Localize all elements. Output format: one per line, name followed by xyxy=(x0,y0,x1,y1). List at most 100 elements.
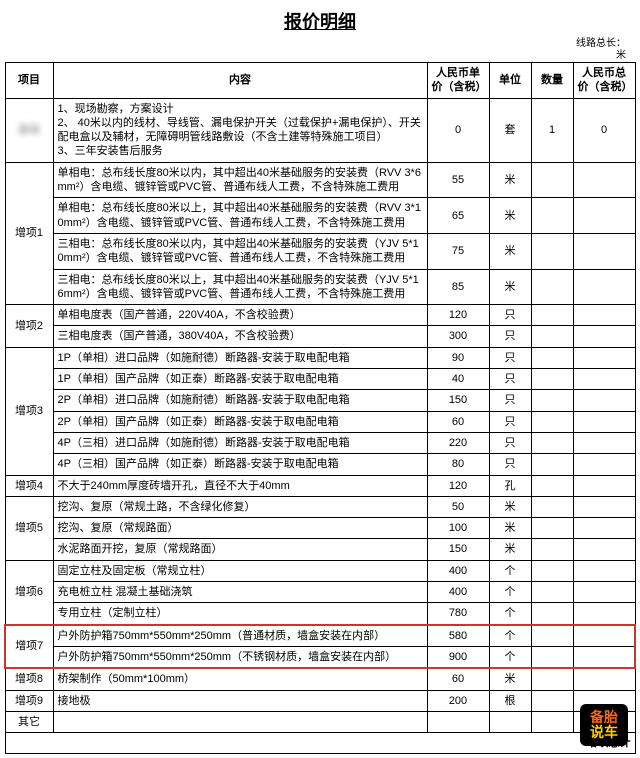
cell-price: 60 xyxy=(427,668,489,690)
cell-unit: 米 xyxy=(489,668,531,690)
cell-price: 120 xyxy=(427,475,489,496)
cell-price: 65 xyxy=(427,198,489,234)
top-right-block: 线路总长： 米 xyxy=(4,38,626,62)
h-content: 内容 xyxy=(53,63,427,99)
h-total: 人民币总价（含税） xyxy=(573,63,635,99)
cell-unit: 只 xyxy=(489,305,531,326)
table-row: 三相电：总布线长度80米以内，其中超出40米基础服务的安装费（YJV 5*10m… xyxy=(5,233,635,269)
cell-project: 增项9 xyxy=(5,690,53,711)
cell-content: 接地极 xyxy=(53,690,427,711)
cell-price: 85 xyxy=(427,269,489,305)
cell-unit: 孔 xyxy=(489,475,531,496)
cell-project: 增项6 xyxy=(5,560,53,624)
table-row: 专用立柱（定制立柱） 780 个 xyxy=(5,603,635,625)
footer-label: 增项总计 xyxy=(5,733,635,754)
cell-content: 户外防护箱750mm*550mm*250mm（普通材质，墙盒安装在内部） xyxy=(53,625,427,647)
cell-price: 50 xyxy=(427,496,489,517)
cell-qty: 1 xyxy=(531,98,573,162)
cell-project: 增项8 xyxy=(5,668,53,690)
cell-price: 780 xyxy=(427,603,489,625)
table-row: 增项5 挖沟、复原（常规土路，不含绿化修复） 50 米 xyxy=(5,496,635,517)
cell-unit: 个 xyxy=(489,603,531,625)
cell-unit: 只 xyxy=(489,432,531,453)
table-row: 增项2 单相电度表（国产普通，220V40A，不含校验费） 120 只 xyxy=(5,305,635,326)
cell-price: 200 xyxy=(427,690,489,711)
cell-unit: 根 xyxy=(489,690,531,711)
cell-price: 75 xyxy=(427,233,489,269)
cell-content: 户外防护箱750mm*550mm*250mm（不锈钢材质，墙盒安装在内部） xyxy=(53,646,427,668)
table-row: 4P（三相）进口品牌（如施耐德）断路器-安装于取电配电箱 220 只 xyxy=(5,432,635,453)
table-row: 增项3 1P（单相）进口品牌（如施耐德）断路器-安装于取电配电箱 90 只 xyxy=(5,347,635,368)
cell-project: 增项3 xyxy=(5,347,53,475)
table-row: 三相电：总布线长度80米以上，其中超出40米基础服务的安装费（YJV 5*16m… xyxy=(5,269,635,305)
cell-price: 60 xyxy=(427,411,489,432)
table-row: 挖沟、复原（常规路面） 100 米 xyxy=(5,518,635,539)
cell-unit: 个 xyxy=(489,646,531,668)
table-row: 单相电：总布线长度80米以上，其中超出40米基础服务的安装费（RVV 3*10m… xyxy=(5,198,635,234)
cell-price: 150 xyxy=(427,390,489,411)
cell-content: 1P（单相）国产品牌（如正泰）断路器-安装于取电配电箱 xyxy=(53,369,427,390)
cell-unit: 只 xyxy=(489,454,531,475)
table-row: 充电桩立柱 混凝土基础浇筑 400 个 xyxy=(5,582,635,603)
cell-unit: 只 xyxy=(489,326,531,347)
cell-price: 400 xyxy=(427,560,489,581)
cell-unit: 米 xyxy=(489,233,531,269)
cell-total xyxy=(573,162,635,198)
cell-content: 三相电：总布线长度80米以上，其中超出40米基础服务的安装费（YJV 5*16m… xyxy=(53,269,427,305)
table-row-highlight: 增项7 户外防护箱750mm*550mm*250mm（普通材质，墙盒安装在内部）… xyxy=(5,625,635,647)
cell-unit: 米 xyxy=(489,269,531,305)
cell-total: 0 xyxy=(573,98,635,162)
cell-unit: 只 xyxy=(489,347,531,368)
cell-project: 增项7 xyxy=(5,625,53,669)
table-row: 1P（单相）国产品牌（如正泰）断路器-安装于取电配电箱 40 只 xyxy=(5,369,635,390)
cell-price: 580 xyxy=(427,625,489,647)
cell-content: 单相电：总布线长度80米以内，其中超出40米基础服务的安装费（RVV 3*6mm… xyxy=(53,162,427,198)
cell-content: 2P（单相）国产品牌（如正泰）断路器-安装于取电配电箱 xyxy=(53,411,427,432)
cell-unit: 米 xyxy=(489,496,531,517)
cell-unit: 套 xyxy=(489,98,531,162)
page-title: 报价明细 xyxy=(4,8,636,34)
table-row: 增项9 接地极 200 根 xyxy=(5,690,635,711)
table-row: 三相电度表（国产普通，380V40A，不含校验费） 300 只 xyxy=(5,326,635,347)
cell-project: 增项1 xyxy=(5,162,53,304)
cell-project: 基础 xyxy=(5,98,53,162)
table-row: 增项6 固定立柱及固定板（常规立柱） 400 个 xyxy=(5,560,635,581)
cell-content: 单相电：总布线长度80米以上，其中超出40米基础服务的安装费（RVV 3*10m… xyxy=(53,198,427,234)
length-label: 线路总长： xyxy=(576,38,626,49)
cell-unit: 只 xyxy=(489,390,531,411)
h-qty: 数量 xyxy=(531,63,573,99)
cell-unit: 个 xyxy=(489,582,531,603)
footer-row: 增项总计 xyxy=(5,733,635,754)
cell-content: 桥架制作（50mm*100mm） xyxy=(53,668,427,690)
cell-content: 1P（单相）进口品牌（如施耐德）断路器-安装于取电配电箱 xyxy=(53,347,427,368)
cell-price: 55 xyxy=(427,162,489,198)
quote-table: 项目 内容 人民币单价（含税） 单位 数量 人民币总价（含税） 基础 1、现场勘… xyxy=(4,62,636,754)
cell-unit: 米 xyxy=(489,539,531,560)
row-base: 基础 1、现场勘察，方案设计 2、 40米以内的线材、导线管、漏电保护开关（过载… xyxy=(5,98,635,162)
logo-line1: 备胎 xyxy=(590,709,618,725)
h-project: 项目 xyxy=(5,63,53,99)
cell-qty xyxy=(531,162,573,198)
cell-content: 4P（三相）进口品牌（如施耐德）断路器-安装于取电配电箱 xyxy=(53,432,427,453)
cell-price: 90 xyxy=(427,347,489,368)
cell-content: 2P（单相）进口品牌（如施耐德）断路器-安装于取电配电箱 xyxy=(53,390,427,411)
cell-price: 100 xyxy=(427,518,489,539)
cell-content: 不大于240mm厚度砖墙开孔，直径不大于40mm xyxy=(53,475,427,496)
cell-content: 水泥路面开挖，复原（常规路面） xyxy=(53,539,427,560)
cell-price: 0 xyxy=(427,98,489,162)
cell-content: 专用立柱（定制立柱） xyxy=(53,603,427,625)
table-row: 4P（三相）国产品牌（如正泰）断路器-安装于取电配电箱 80 只 xyxy=(5,454,635,475)
table-row: 2P（单相）进口品牌（如施耐德）断路器-安装于取电配电箱 150 只 xyxy=(5,390,635,411)
cell-content: 单相电度表（国产普通，220V40A，不含校验费） xyxy=(53,305,427,326)
watermark-logo: 备胎 说车 xyxy=(580,704,628,747)
table-row-highlight: 户外防护箱750mm*550mm*250mm（不锈钢材质，墙盒安装在内部） 90… xyxy=(5,646,635,668)
table-row: 增项8 桥架制作（50mm*100mm） 60 米 xyxy=(5,668,635,690)
cell-unit: 只 xyxy=(489,411,531,432)
cell-content: 三相电度表（国产普通，380V40A，不含校验费） xyxy=(53,326,427,347)
table-row: 水泥路面开挖，复原（常规路面） 150 米 xyxy=(5,539,635,560)
header-row: 项目 内容 人民币单价（含税） 单位 数量 人民币总价（含税） xyxy=(5,63,635,99)
cell-project: 增项2 xyxy=(5,305,53,348)
cell-price: 80 xyxy=(427,454,489,475)
table-row: 2P（单相）国产品牌（如正泰）断路器-安装于取电配电箱 60 只 xyxy=(5,411,635,432)
h-price: 人民币单价（含税） xyxy=(427,63,489,99)
